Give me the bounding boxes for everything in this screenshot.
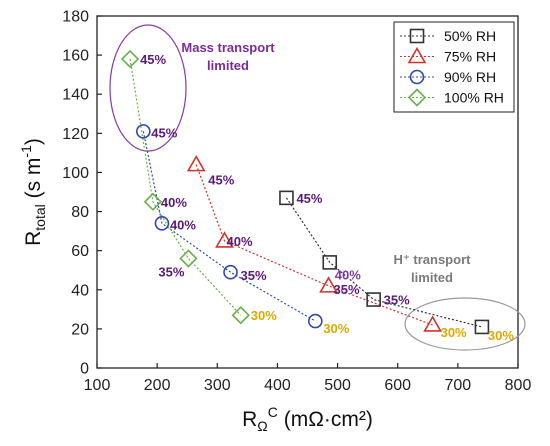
legend-label-100-rh: 100% RH bbox=[444, 90, 504, 106]
y-tick-label: 160 bbox=[62, 48, 89, 65]
x-tick-label: 500 bbox=[324, 377, 351, 394]
y-tick-label: 140 bbox=[62, 87, 89, 104]
series-line-75-rh bbox=[195, 164, 433, 326]
mass-transport-label: limited bbox=[207, 58, 249, 73]
mass-transport-label: Mass transport bbox=[181, 40, 275, 55]
point-label-90-rh: 30% bbox=[323, 321, 349, 336]
y-tick-label: 0 bbox=[80, 361, 89, 378]
point-50-rh bbox=[279, 190, 294, 206]
point-label-100-rh: 30% bbox=[251, 308, 277, 323]
y-axis-title-group: Rtotal (s m-1) bbox=[18, 138, 48, 246]
point-label-90-rh: 35% bbox=[241, 268, 267, 283]
mass-transport-ellipse bbox=[109, 24, 187, 152]
legend-marker-75-rh bbox=[407, 46, 427, 64]
point-90-rh bbox=[136, 124, 151, 139]
point-label-75-rh: 40% bbox=[227, 234, 253, 249]
point-label-75-rh: 45% bbox=[208, 173, 234, 188]
legend-marker-50-rh bbox=[409, 28, 425, 44]
point-90-rh bbox=[308, 313, 323, 329]
point-90-rh bbox=[154, 215, 170, 231]
point-90-rh bbox=[223, 264, 238, 280]
y-axis-title: Rtotal (s m-1) bbox=[18, 138, 48, 246]
y-tick-label: 100 bbox=[62, 165, 89, 182]
y-tick-label: 80 bbox=[71, 204, 89, 221]
y-tick-label: 180 bbox=[62, 9, 89, 26]
legend-label-50-rh: 50% RH bbox=[444, 28, 496, 44]
point-50-rh bbox=[366, 292, 381, 307]
h-transport-label: limited bbox=[411, 270, 453, 285]
h-transport-label: H⁺ transport bbox=[394, 252, 472, 267]
y-tick-label: 20 bbox=[71, 321, 89, 338]
point-label-75-rh: 35% bbox=[334, 282, 360, 297]
y-tick-label: 40 bbox=[71, 282, 89, 299]
point-label-90-rh: 45% bbox=[151, 125, 177, 140]
h-transport-ellipse bbox=[404, 297, 526, 351]
x-tick-label: 200 bbox=[144, 377, 171, 394]
x-axis-title: RΩC (mΩ·cm²) bbox=[242, 404, 373, 434]
point-75-rh bbox=[423, 315, 442, 332]
point-label-100-rh: 45% bbox=[140, 52, 166, 67]
x-tick-label: 800 bbox=[505, 377, 532, 394]
series-line-100-rh bbox=[129, 58, 242, 316]
point-label-75-rh: 30% bbox=[441, 325, 467, 340]
point-75-rh bbox=[319, 276, 338, 293]
x-tick-label: 400 bbox=[264, 377, 291, 394]
y-tick-label: 60 bbox=[71, 243, 89, 260]
x-tick-label: 100 bbox=[84, 377, 111, 394]
point-label-100-rh: 40% bbox=[161, 195, 187, 210]
point-100-rh bbox=[120, 49, 140, 69]
point-label-50-rh: 45% bbox=[296, 191, 322, 206]
x-tick-label: 300 bbox=[204, 377, 231, 394]
point-label-50-rh: 35% bbox=[384, 293, 410, 308]
point-50-rh bbox=[474, 319, 490, 335]
x-tick-label: 700 bbox=[445, 377, 472, 394]
point-100-rh bbox=[179, 249, 198, 268]
point-label-100-rh: 35% bbox=[158, 264, 184, 279]
point-50-rh bbox=[322, 255, 338, 270]
legend-label-90-rh: 90% RH bbox=[444, 69, 496, 85]
legend-marker-100-rh bbox=[407, 88, 427, 107]
plot-frame bbox=[96, 15, 519, 369]
point-75-rh bbox=[186, 155, 206, 172]
point-100-rh bbox=[143, 192, 163, 211]
point-label-50-rh: 30% bbox=[488, 328, 514, 343]
point-label-90-rh: 40% bbox=[170, 217, 196, 232]
point-75-rh bbox=[215, 231, 234, 248]
legend-label-75-rh: 75% RH bbox=[444, 49, 496, 65]
x-tick-label: 600 bbox=[384, 377, 411, 394]
point-100-rh bbox=[231, 306, 250, 325]
y-tick-label: 120 bbox=[62, 126, 89, 143]
point-label-50-rh: 40% bbox=[335, 267, 361, 282]
legend-marker-90-rh bbox=[409, 69, 425, 85]
